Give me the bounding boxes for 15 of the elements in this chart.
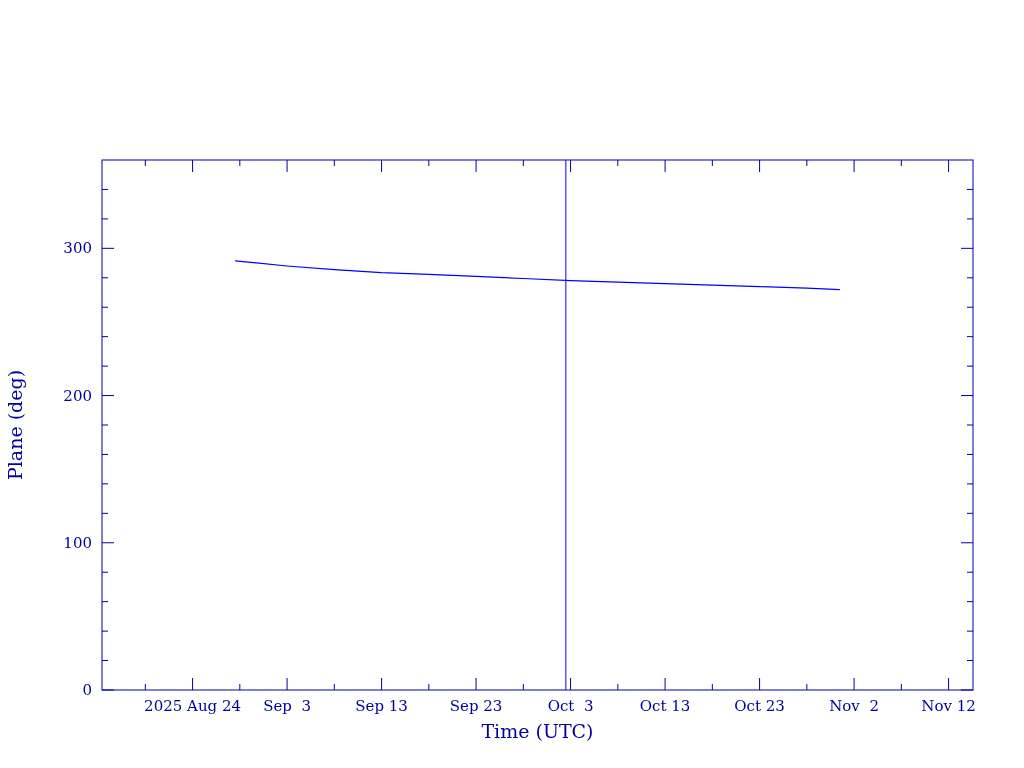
y-tick-label: 0 bbox=[82, 681, 92, 699]
y-axis-title: Plane (deg) bbox=[4, 369, 26, 481]
x-tick-label: Oct 13 bbox=[639, 697, 691, 715]
y-tick-label: 300 bbox=[63, 239, 92, 258]
x-tick-label: Sep 13 bbox=[355, 697, 408, 715]
x-tick-label: Sep 3 bbox=[263, 697, 311, 715]
x-tick-label: Sep 23 bbox=[449, 697, 503, 715]
y-tick-label: 100 bbox=[63, 533, 92, 552]
x-tick-label: Nov 12 bbox=[921, 697, 976, 715]
x-tick-label: 2025 Aug 24 bbox=[144, 697, 242, 715]
y-tick-label: 200 bbox=[63, 386, 92, 405]
x-axis-title: Time (UTC) bbox=[481, 720, 594, 742]
x-tick-label: Nov 2 bbox=[829, 697, 879, 715]
x-tick-label: Oct 3 bbox=[547, 697, 594, 715]
x-tick-label: Oct 23 bbox=[734, 697, 785, 715]
